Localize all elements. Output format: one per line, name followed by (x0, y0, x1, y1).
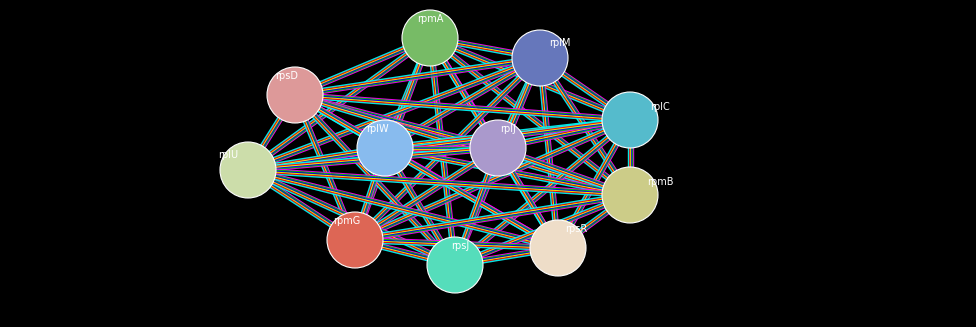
Circle shape (267, 67, 323, 123)
Circle shape (602, 167, 658, 223)
Circle shape (470, 120, 526, 176)
Circle shape (327, 212, 383, 268)
Text: rplW: rplW (366, 124, 388, 134)
Text: rpmA: rpmA (417, 14, 443, 24)
Text: rplM: rplM (549, 38, 571, 48)
Text: rpsR: rpsR (565, 224, 588, 234)
Text: rpsD: rpsD (275, 71, 299, 81)
Text: rplJ: rplJ (500, 124, 516, 134)
Circle shape (427, 237, 483, 293)
Circle shape (402, 10, 458, 66)
Circle shape (220, 142, 276, 198)
Text: rpsJ: rpsJ (451, 241, 469, 251)
Text: rpmB: rpmB (647, 177, 673, 187)
Text: rplU: rplU (218, 150, 238, 160)
Text: rplC: rplC (650, 102, 670, 112)
Circle shape (530, 220, 586, 276)
Text: rpmG: rpmG (334, 216, 360, 226)
Circle shape (602, 92, 658, 148)
Circle shape (357, 120, 413, 176)
Circle shape (512, 30, 568, 86)
